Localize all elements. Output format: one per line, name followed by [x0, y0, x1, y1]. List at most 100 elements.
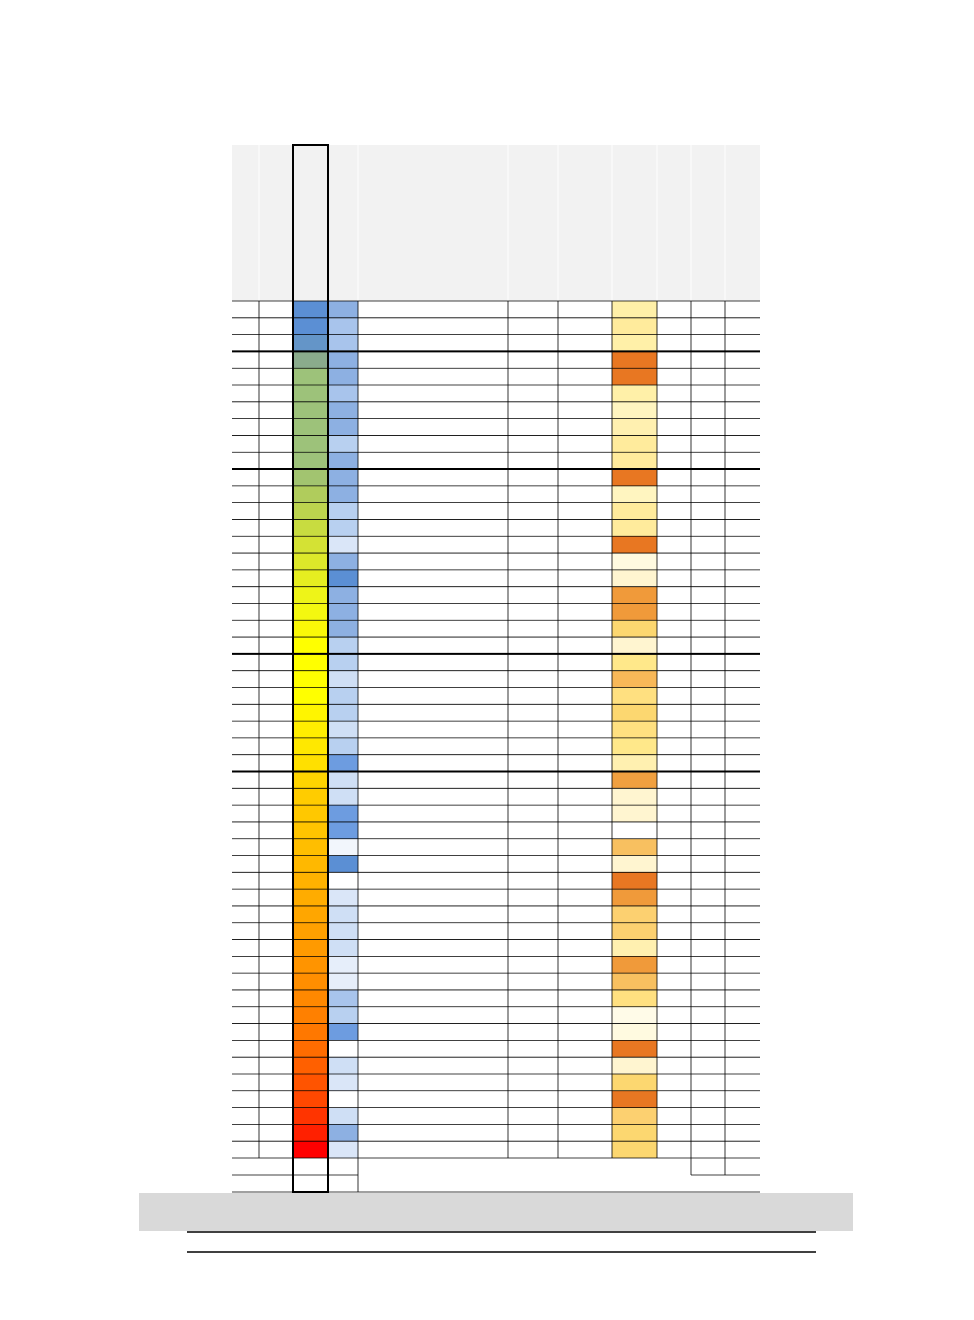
- cell: [612, 351, 657, 369]
- cell: [328, 553, 358, 570]
- cell: [612, 889, 657, 906]
- cell: [612, 771, 657, 789]
- cell: [328, 989, 358, 1007]
- cell: [612, 989, 657, 1007]
- cell: [293, 301, 328, 318]
- cell: [328, 1073, 358, 1091]
- cell: [612, 1040, 657, 1058]
- cell: [293, 956, 328, 974]
- cell: [293, 989, 328, 1007]
- cell: [328, 401, 358, 419]
- cell: [293, 469, 328, 486]
- cell: [293, 519, 328, 537]
- cell: [328, 956, 358, 974]
- cell: [612, 1073, 657, 1091]
- cell: [612, 1124, 657, 1142]
- cell: [328, 603, 358, 621]
- cell: [328, 317, 358, 335]
- cell: [328, 368, 358, 386]
- cell: [328, 721, 358, 738]
- cell: [293, 586, 328, 604]
- cell: [328, 1107, 358, 1125]
- cell: [612, 401, 657, 419]
- cell: [293, 401, 328, 419]
- cell: [293, 435, 328, 453]
- cell: [612, 301, 657, 318]
- cell: [293, 905, 328, 923]
- cell: [293, 385, 328, 402]
- cell: [612, 704, 657, 722]
- cell: [328, 1090, 358, 1108]
- cell: [328, 821, 358, 839]
- cell: [293, 1073, 328, 1091]
- cell: [293, 418, 328, 436]
- cell: [612, 788, 657, 806]
- cell: [293, 939, 328, 957]
- cell: [612, 620, 657, 638]
- cell: [293, 317, 328, 335]
- cell: [293, 351, 328, 369]
- cell: [612, 569, 657, 587]
- cell: [328, 905, 358, 923]
- cell: [612, 939, 657, 957]
- cell: [612, 670, 657, 688]
- cell: [612, 754, 657, 772]
- cell: [328, 301, 358, 318]
- cell: [612, 502, 657, 520]
- cell: [328, 334, 358, 352]
- cell: [328, 452, 358, 470]
- cell: [612, 973, 657, 990]
- cell: [328, 620, 358, 638]
- cell: [293, 788, 328, 806]
- cell: [328, 1141, 358, 1158]
- cell: [328, 469, 358, 486]
- cell: [328, 1057, 358, 1074]
- cell: [612, 922, 657, 940]
- cell: [293, 1090, 328, 1108]
- cell: [293, 368, 328, 386]
- cell: [328, 653, 358, 671]
- cell: [612, 956, 657, 974]
- cell: [293, 821, 328, 839]
- cell: [293, 1107, 328, 1125]
- cell: [612, 519, 657, 537]
- cell: [293, 1141, 328, 1158]
- cell: [293, 1040, 328, 1058]
- cell: [612, 317, 657, 335]
- cell: [293, 670, 328, 688]
- cell: [612, 536, 657, 554]
- cell: [328, 418, 358, 436]
- cell: [328, 1006, 358, 1024]
- cell: [293, 838, 328, 856]
- cell: [293, 1023, 328, 1041]
- cell: [293, 721, 328, 738]
- cell: [612, 1141, 657, 1158]
- cell: [612, 1023, 657, 1041]
- cell: [293, 687, 328, 705]
- highlight-column: [292, 144, 329, 1193]
- cell: [328, 536, 358, 554]
- cell: [328, 737, 358, 755]
- cell: [328, 687, 358, 705]
- cell: [293, 922, 328, 940]
- cell: [612, 603, 657, 621]
- cell: [612, 821, 657, 839]
- cell: [612, 653, 657, 671]
- cell: [612, 485, 657, 503]
- cell: [293, 553, 328, 570]
- cell: [293, 334, 328, 352]
- cell: [328, 939, 358, 957]
- cell: [612, 385, 657, 402]
- cell: [293, 771, 328, 789]
- cell: [612, 838, 657, 856]
- cell: [328, 771, 358, 789]
- cell: [328, 1124, 358, 1142]
- cell: [612, 805, 657, 822]
- cell: [328, 385, 358, 402]
- cell: [293, 704, 328, 722]
- cell: [328, 872, 358, 890]
- cell: [328, 519, 358, 537]
- cell: [293, 452, 328, 470]
- cell: [328, 351, 358, 369]
- cell: [612, 1057, 657, 1074]
